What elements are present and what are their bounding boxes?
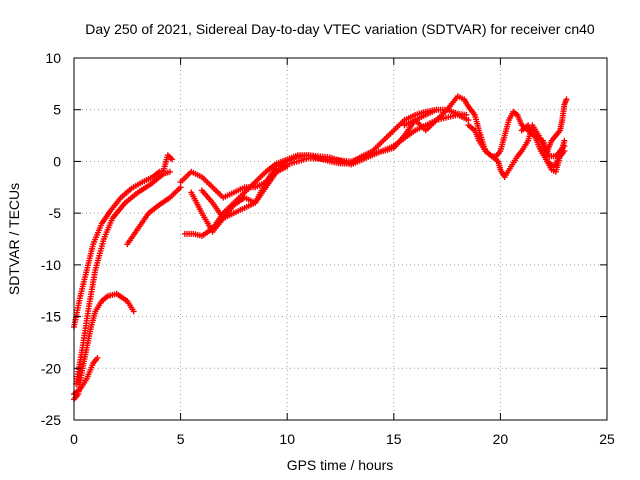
axis-ticks: 0 5 10 15 20 25 -25 -20 -15 -10 -5 0 5 10	[41, 50, 615, 447]
data-point	[563, 96, 570, 103]
plot-frame	[73, 57, 608, 421]
data-point	[169, 156, 176, 163]
series-track-2	[73, 168, 173, 387]
y-axis-label: SDTVAR / TECUs	[6, 183, 22, 295]
data-point	[130, 308, 137, 315]
series-track-13	[544, 96, 570, 155]
x-tick-label: 25	[599, 431, 615, 447]
series-track-6	[188, 111, 472, 235]
y-tick-label: -10	[41, 257, 61, 273]
x-tick-label: 10	[279, 431, 295, 447]
y-tick-label: -15	[41, 309, 61, 325]
series-track-9	[198, 163, 291, 222]
data-point	[166, 168, 173, 175]
data-point	[433, 106, 440, 113]
x-tick-label: 5	[177, 431, 185, 447]
x-tick-label: 15	[386, 431, 402, 447]
data-point	[561, 137, 568, 144]
y-tick-label: 10	[45, 50, 61, 66]
series-track-5	[124, 184, 184, 248]
series-track-4	[71, 354, 101, 398]
data-point	[561, 148, 568, 155]
chart-title: Day 250 of 2021, Sidereal Day-to-day VTE…	[85, 21, 595, 37]
series-track-1	[71, 152, 176, 330]
y-tick-label: -5	[49, 205, 62, 221]
grid	[74, 58, 607, 420]
x-tick-label: 20	[493, 431, 509, 447]
y-tick-label: 0	[53, 153, 61, 169]
y-tick-label: 5	[53, 102, 61, 118]
x-axis-label: GPS time / hours	[287, 457, 394, 473]
data-point	[94, 354, 101, 361]
series-track-12	[518, 122, 568, 170]
x-tick-label: 0	[70, 431, 78, 447]
y-tick-label: -25	[41, 412, 61, 428]
data-point	[465, 117, 472, 124]
data-points	[71, 93, 570, 403]
data-point	[463, 111, 470, 118]
data-point	[284, 163, 291, 170]
y-tick-label: -20	[41, 360, 61, 376]
data-point	[177, 184, 184, 191]
